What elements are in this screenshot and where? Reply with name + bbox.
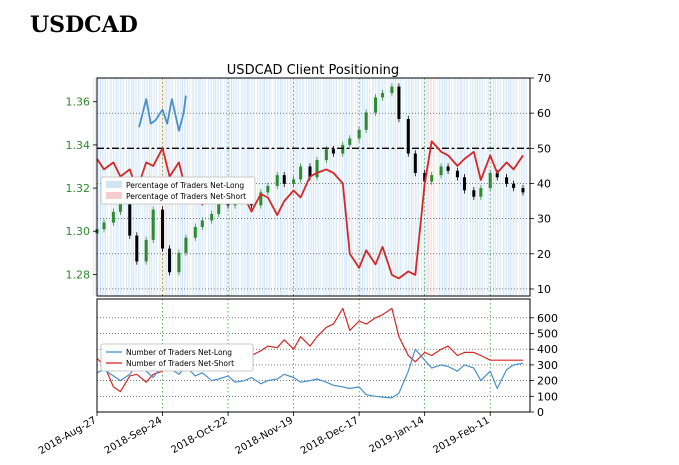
candle-body: [184, 237, 188, 253]
candle-body: [324, 149, 328, 161]
legend-label-count-long: Number of Traders Net-Long: [126, 348, 232, 357]
count-tick-label: 300: [537, 359, 558, 372]
candle-body: [505, 177, 509, 184]
candle-body: [472, 190, 476, 197]
percent-tick-label: 40: [537, 177, 551, 190]
candle-body: [357, 129, 361, 139]
date-tick-label: 2018-Oct-22: [170, 415, 230, 456]
candle-body: [177, 252, 181, 273]
candle-body: [446, 166, 450, 171]
count-tick-label: 100: [537, 390, 558, 403]
percent-tick-label: 30: [537, 213, 551, 226]
percentage-of-traders-net-long-line: [138, 95, 187, 132]
lower-panel: 0 100 200 300 400 500 600 Number of Traders Ne…: [96, 298, 558, 419]
candle-body: [266, 185, 270, 193]
page-heading: USDCAD: [30, 12, 138, 38]
legend-swatch-net-long: [106, 181, 122, 188]
upper-legend-box: [100, 176, 256, 205]
candle-body: [397, 86, 401, 120]
price-tick-label: 1.36: [66, 96, 91, 109]
candle-body: [331, 149, 335, 154]
candle-body: [299, 166, 303, 180]
candle-body: [217, 201, 221, 214]
date-tick-label: 2019-Feb-11: [432, 415, 492, 456]
candle-body: [275, 175, 279, 186]
candle-body: [390, 86, 394, 94]
candle-body: [315, 160, 319, 178]
candle-body: [364, 112, 368, 130]
candle-body: [521, 188, 525, 193]
legend-label-net-long: Percentage of Traders Net-Long: [126, 181, 244, 190]
percentage-of-traders-net-short-line: [96, 140, 524, 280]
date-tick-label: 2019-Jan-14: [368, 415, 427, 455]
upper-panel: 1.28 1.30 1.32 1.34 1.36 10 20 30 40 50 60 70 USDC…: [66, 63, 551, 297]
count-tick-label: 600: [537, 312, 558, 325]
candle-body: [488, 172, 492, 189]
candle-body: [439, 166, 443, 176]
percent-tick-label: 50: [537, 142, 551, 155]
candle-body: [200, 220, 204, 227]
percent-tick-label: 20: [537, 248, 551, 261]
candle-body: [161, 209, 165, 249]
candle-body: [292, 179, 296, 184]
candle-body: [348, 138, 352, 145]
date-tick-label: 2018-Nov-19: [234, 415, 295, 457]
candle-body: [495, 172, 499, 178]
candle-body: [111, 211, 115, 223]
candle-body: [413, 153, 417, 173]
candle-body: [381, 93, 385, 98]
percentage-series: [96, 95, 524, 280]
lower-panel-frame: [96, 298, 531, 413]
candle-body: [128, 196, 132, 236]
candle-body: [455, 170, 459, 178]
count-tick-label: 400: [537, 343, 558, 356]
price-axis-ticks: 1.28 1.30 1.32 1.34 1.36: [66, 96, 97, 281]
percent-tick-label: 10: [537, 283, 551, 296]
candle-body: [135, 235, 139, 262]
candle-body: [282, 175, 286, 184]
candle-body: [341, 144, 345, 154]
legend-label-count-short: Number of Traders Net-Short: [126, 359, 234, 368]
candle-body: [193, 226, 197, 238]
count-axis-ticks: 0 100 200 300 400 500 600: [530, 312, 558, 419]
candle-body: [430, 175, 434, 182]
lower-legend: Number of Traders Net-Long Number of Tra…: [100, 343, 254, 372]
candle-body: [151, 209, 155, 240]
candle-body: [210, 213, 214, 221]
candle-body: [144, 239, 148, 262]
count-tick-label: 200: [537, 375, 558, 388]
candle-body: [102, 222, 106, 230]
upper-panel-frame: [96, 77, 531, 297]
price-tick-label: 1.34: [66, 139, 91, 152]
legend-swatch-net-short: [106, 192, 122, 199]
percent-tick-label: 60: [537, 107, 551, 120]
candle-body: [462, 177, 466, 191]
candle-body: [406, 119, 410, 154]
percent-tick-label: 70: [537, 72, 551, 85]
lower-legend-box: [100, 343, 254, 372]
percent-axis-ticks: 10 20 30 40 50 60 70: [530, 72, 551, 296]
candle-body: [374, 97, 378, 113]
date-axis-labels: 2018-Aug-27 2018-Sep-24 2018-Oct-22 2018-No…: [37, 412, 492, 457]
date-tick-label: 2018-Sep-24: [103, 415, 164, 457]
price-tick-label: 1.32: [66, 182, 91, 195]
price-tick-label: 1.30: [66, 225, 91, 238]
candle-body: [479, 188, 483, 197]
upper-legend: Percentage of Traders Net-Long Percentag…: [100, 176, 256, 205]
candle-body: [423, 172, 427, 182]
date-tick-label: 2018-Aug-27: [37, 415, 99, 457]
price-tick-label: 1.28: [66, 268, 91, 281]
legend-label-net-short: Percentage of Traders Net-Short: [126, 192, 246, 201]
count-tick-label: 0: [537, 406, 544, 419]
date-tick-label: 2018-Dec-17: [299, 415, 361, 457]
candle-body: [259, 192, 263, 206]
count-tick-label: 500: [537, 328, 558, 341]
candle-body: [308, 166, 312, 178]
chart-title: USDCAD Client Positioning: [227, 63, 399, 78]
candle-body: [512, 183, 516, 189]
candle-body: [168, 248, 172, 273]
